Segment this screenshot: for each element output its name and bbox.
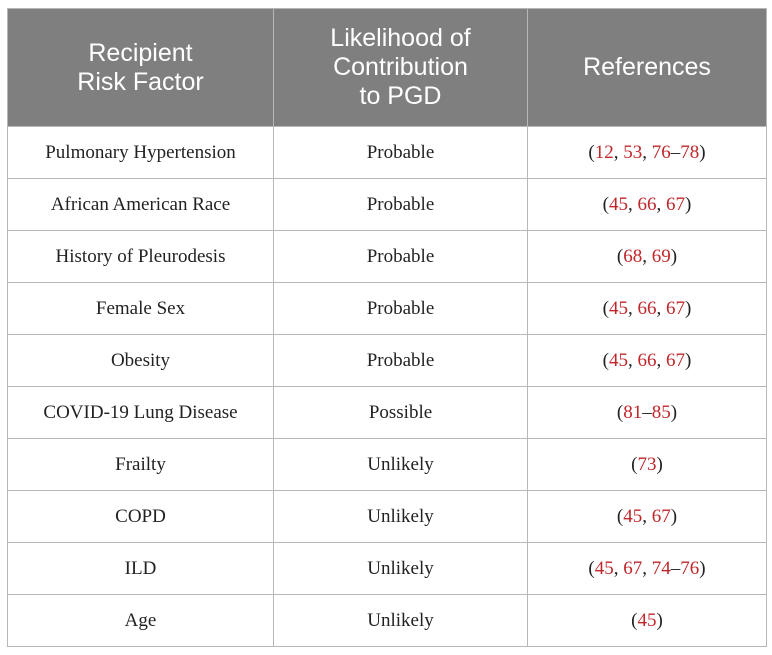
header-text-line: Likelihood of (330, 24, 471, 52)
table-row: History of Pleurodesis Probable (68, 69) (7, 230, 767, 283)
cell-references: (45, 67, 74–76) (527, 542, 767, 595)
reference-link[interactable]: 12 (594, 141, 614, 163)
reference-separator: , (628, 349, 638, 371)
cell-references: (81–85) (527, 386, 767, 439)
cell-likelihood: Unlikely (273, 594, 528, 647)
table-row: COPD Unlikely (45, 67) (7, 490, 767, 543)
reference-link[interactable]: 66 (637, 349, 657, 371)
header-references: References (527, 8, 767, 127)
reference-separator: , (656, 349, 666, 371)
cell-risk-factor: Female Sex (7, 282, 274, 335)
reference-link[interactable]: 45 (637, 609, 657, 631)
header-text-line: References (583, 53, 711, 81)
reference-separator: , (613, 557, 624, 579)
reference-separator: – (670, 557, 681, 579)
cell-risk-factor: COPD (7, 490, 274, 543)
table-body: Pulmonary Hypertension Probable (12, 53, 7… (7, 126, 767, 647)
cell-references: (45, 66, 67) (527, 334, 767, 387)
reference-link[interactable]: 67 (666, 297, 685, 319)
reference-link[interactable]: 67 (666, 349, 685, 371)
table-row: Pulmonary Hypertension Probable (12, 53, 7… (7, 126, 767, 179)
header-likelihood: Likelihood of Contribution to PGD (273, 8, 528, 127)
reference-link[interactable]: 74 (651, 557, 671, 579)
reference-separator: , (628, 297, 638, 319)
reference-link[interactable]: 45 (623, 505, 643, 527)
header-text-line: Recipient (88, 38, 193, 67)
cell-references: (45, 67) (527, 490, 767, 543)
reference-separator: , (642, 141, 652, 163)
cell-likelihood: Probable (273, 334, 528, 387)
cell-risk-factor: COVID-19 Lung Disease (7, 386, 274, 439)
table-header-row: Recipient Risk Factor Likelihood of Cont… (7, 8, 767, 127)
reference-link[interactable]: 81 (623, 401, 643, 423)
cell-references: (73) (527, 438, 767, 491)
reference-link[interactable]: 66 (637, 297, 657, 319)
cell-risk-factor: ILD (7, 542, 274, 595)
header-text-line: Risk Factor (77, 67, 204, 96)
reference-link[interactable]: 67 (623, 557, 643, 579)
cell-risk-factor: Pulmonary Hypertension (7, 126, 274, 179)
cell-references: (45, 66, 67) (527, 178, 767, 231)
reference-link[interactable]: 45 (609, 297, 628, 319)
reference-link[interactable]: 53 (623, 141, 643, 163)
reference-link[interactable]: 66 (637, 193, 657, 215)
table-row: Frailty Unlikely (73) (7, 438, 767, 491)
reference-link[interactable]: 78 (680, 141, 700, 163)
table-row: COVID-19 Lung Disease Possible (81–85) (7, 386, 767, 439)
cell-likelihood: Unlikely (273, 438, 528, 491)
cell-references: (45) (527, 594, 767, 647)
cell-likelihood: Unlikely (273, 542, 528, 595)
reference-link[interactable]: 45 (594, 557, 614, 579)
reference-separator: , (642, 557, 652, 579)
header-text-line: to PGD (359, 82, 442, 110)
table-row: African American Race Probable (45, 66, 67… (7, 178, 767, 231)
header-text-line: Contribution (333, 53, 468, 81)
cell-references: (68, 69) (527, 230, 767, 283)
table-row: Obesity Probable (45, 66, 67) (7, 334, 767, 387)
cell-risk-factor: African American Race (7, 178, 274, 231)
reference-separator: , (628, 193, 638, 215)
table-row: Age Unlikely (45) (7, 594, 767, 647)
reference-separator: – (642, 401, 652, 423)
reference-separator: – (670, 141, 681, 163)
reference-separator: , (613, 141, 624, 163)
reference-link[interactable]: 76 (651, 141, 671, 163)
reference-link[interactable]: 45 (609, 193, 628, 215)
risk-factor-table: Recipient Risk Factor Likelihood of Cont… (7, 8, 767, 647)
cell-likelihood: Probable (273, 282, 528, 335)
cell-likelihood: Possible (273, 386, 528, 439)
cell-risk-factor: Age (7, 594, 274, 647)
reference-separator: , (642, 505, 652, 527)
cell-likelihood: Unlikely (273, 490, 528, 543)
reference-separator: , (642, 245, 652, 267)
cell-likelihood: Probable (273, 230, 528, 283)
reference-separator: , (656, 297, 666, 319)
reference-link[interactable]: 45 (609, 349, 628, 371)
reference-separator: , (656, 193, 666, 215)
reference-link[interactable]: 67 (666, 193, 685, 215)
cell-references: (45, 66, 67) (527, 282, 767, 335)
reference-link[interactable]: 69 (651, 245, 671, 267)
cell-risk-factor: Frailty (7, 438, 274, 491)
reference-link[interactable]: 68 (623, 245, 643, 267)
cell-likelihood: Probable (273, 178, 528, 231)
cell-references: (12, 53, 76–78) (527, 126, 767, 179)
cell-likelihood: Probable (273, 126, 528, 179)
table-row: ILD Unlikely (45, 67, 74–76) (7, 542, 767, 595)
cell-risk-factor: Obesity (7, 334, 274, 387)
cell-risk-factor: History of Pleurodesis (7, 230, 274, 283)
reference-link[interactable]: 85 (651, 401, 671, 423)
header-recipient-risk-factor: Recipient Risk Factor (7, 8, 274, 127)
reference-link[interactable]: 76 (680, 557, 700, 579)
risk-factor-table-container: Recipient Risk Factor Likelihood of Cont… (7, 8, 767, 647)
reference-link[interactable]: 73 (637, 453, 657, 475)
table-row: Female Sex Probable (45, 66, 67) (7, 282, 767, 335)
reference-link[interactable]: 67 (651, 505, 671, 527)
